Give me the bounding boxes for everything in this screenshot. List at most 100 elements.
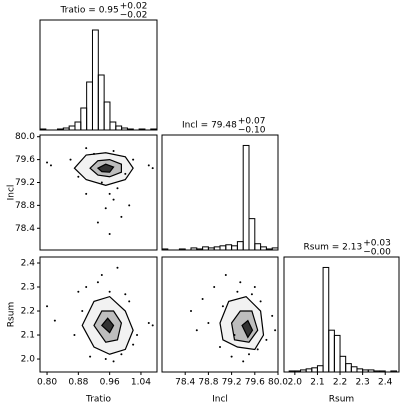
title-lower-error: −0.10 <box>238 126 266 136</box>
sample-point <box>46 305 49 308</box>
histogram-bin <box>225 244 233 251</box>
panel-frame <box>283 256 400 373</box>
histogram-bin <box>103 101 111 131</box>
sample-point <box>108 290 111 293</box>
sample-point <box>259 300 262 303</box>
sample-point <box>256 348 259 351</box>
sample-point <box>77 290 80 293</box>
sample-point <box>96 221 99 224</box>
histogram-bin <box>236 241 244 251</box>
y-tick-label: 80.0 <box>15 132 35 142</box>
x-tick-label: 79.6 <box>245 378 265 388</box>
panel-title: Rsum = 2.13 <box>304 243 363 253</box>
x-tick-label: 78.8 <box>198 378 218 388</box>
histogram-bin <box>68 125 76 131</box>
sample-point <box>230 355 233 358</box>
histogram-bin <box>219 245 227 251</box>
title-lower-error: −0.02 <box>120 11 148 21</box>
x-tick-label: 0.88 <box>68 378 88 388</box>
y-tick-label: 78.4 <box>15 224 35 234</box>
title-upper-error: +0.03 <box>363 239 391 249</box>
panel-frame <box>39 256 158 373</box>
title-upper-error: +0.02 <box>120 2 148 12</box>
histogram-bin <box>248 218 256 251</box>
panel-frame <box>39 134 158 251</box>
sample-point <box>100 274 103 277</box>
histogram-bin <box>115 125 123 131</box>
sample-point <box>116 266 119 269</box>
sample-point <box>85 286 88 289</box>
histogram-bin <box>350 366 358 373</box>
sample-point <box>219 346 221 349</box>
title-upper-error: +0.07 <box>238 117 266 127</box>
x-tick-label: 1.04 <box>131 378 151 388</box>
sample-point <box>108 192 111 195</box>
x-tick-label: 80.0 <box>268 378 288 388</box>
y-tick-label: 79.6 <box>15 155 35 165</box>
sample-point <box>147 322 150 325</box>
sample-point <box>120 353 123 356</box>
sample-point <box>248 353 250 356</box>
sample-point <box>77 175 80 178</box>
sample-point <box>85 147 88 150</box>
y-tick-label: 2.2 <box>21 307 35 317</box>
x-tick-label: 0.96 <box>100 378 120 388</box>
y-tick-label: 2.0 <box>21 355 36 365</box>
sample-point <box>49 164 52 167</box>
x-tick-label: 79.2 <box>222 378 242 388</box>
panel-title: Incl = 79.48 <box>182 121 237 131</box>
sample-point <box>250 293 253 296</box>
sample-point <box>53 319 56 322</box>
x-axis-label: Tratio <box>85 395 111 405</box>
y-axis-label: Incl <box>7 185 17 201</box>
histogram-bin <box>231 245 238 251</box>
density-contour <box>101 317 115 334</box>
sample-point <box>151 167 154 170</box>
x-tick-label: 2.3 <box>355 378 369 388</box>
panel-frame <box>39 19 158 131</box>
x-tick-label: 2.2 <box>333 378 347 388</box>
sample-point <box>233 334 236 337</box>
sample-point <box>132 158 135 161</box>
sample-point <box>239 281 242 284</box>
sample-point <box>112 198 115 201</box>
sample-point <box>190 310 192 313</box>
y-axis-label: Rsum <box>7 302 17 327</box>
sample-point <box>128 204 131 207</box>
panel-frame <box>161 134 279 251</box>
x-tick-label: 2.1 <box>310 378 324 388</box>
sample-point <box>265 338 268 341</box>
sample-point <box>89 355 92 358</box>
sample-point <box>271 314 274 317</box>
sample-point <box>46 161 49 164</box>
histogram-bin <box>91 29 99 131</box>
panel-frame <box>161 256 279 373</box>
sample-point <box>207 322 210 325</box>
y-tick-label: 2.3 <box>21 283 35 293</box>
sample-point <box>108 232 111 235</box>
sample-point <box>116 187 119 190</box>
histogram-bin <box>86 81 93 131</box>
panel-title: Tratio = 0.95 <box>60 6 119 16</box>
y-tick-label: 2.1 <box>21 331 35 341</box>
sample-point <box>221 305 224 308</box>
histogram-bin <box>316 365 324 373</box>
sample-point <box>124 172 127 175</box>
y-tick-label: 2.4 <box>21 259 36 269</box>
x-tick-label: 78.4 <box>175 378 195 388</box>
histogram-bin <box>109 121 117 131</box>
sample-point <box>100 181 103 184</box>
sample-point <box>224 274 227 277</box>
sample-point <box>128 300 131 303</box>
histogram-bin <box>328 329 335 373</box>
histogram-bin <box>242 144 250 251</box>
sample-point <box>69 158 72 161</box>
sample-point <box>124 293 127 296</box>
density-contour <box>96 163 115 173</box>
sample-point <box>85 192 88 195</box>
histogram-bin <box>339 355 347 373</box>
density-contour <box>241 319 254 339</box>
sample-point <box>104 358 107 361</box>
sample-point <box>132 343 135 346</box>
sample-point <box>253 286 256 289</box>
